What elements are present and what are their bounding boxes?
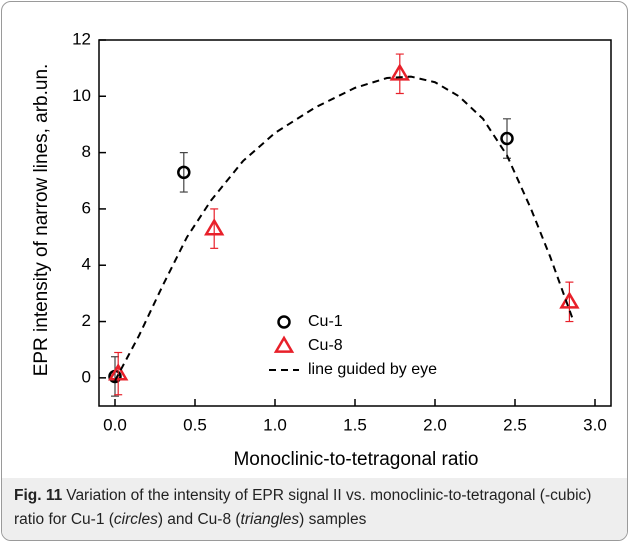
legend-label: Cu-1 [308,313,343,330]
y-tick-label: 10 [72,86,91,105]
data-point [108,363,129,381]
legend-label: line guided by eye [308,361,437,378]
x-tick-label: 2.0 [423,415,447,434]
chart: Monoclinic-to-tetragonal ratio EPR inten… [31,29,612,470]
y-tick-label: 8 [82,142,91,161]
caption-label: Fig. 11 [14,487,63,504]
x-axis-title: Monoclinic-to-tetragonal ratio [233,449,478,470]
legend-label: Cu-8 [308,337,343,354]
caption: Fig. 11 Variation of the intensity of EPR… [2,478,627,540]
x-tick-label: 1.5 [343,415,367,434]
caption-text: triangles [240,511,300,528]
caption-text: ) and Cu-8 ( [157,511,241,528]
y-tick-label: 4 [82,255,91,274]
guide-line [114,75,574,382]
x-tick-label: 0.0 [103,415,127,434]
data-point [204,218,225,236]
caption-text: Variation of the intensity of EPR signal… [14,487,592,528]
x-tick-label: 0.5 [183,415,207,434]
y-tick-label: 0 [82,367,91,386]
x-tick-label: 3.0 [583,415,607,434]
data-point [177,165,191,180]
y-tick-label: 12 [72,29,91,48]
y-axis-title: EPR intensity of narrow lines, arb.un. [31,64,52,377]
caption-text: circles [113,511,158,528]
y-tick-label: 6 [82,198,91,217]
legend-marker [277,315,291,329]
plot-frame [98,39,612,407]
y-tick-label: 2 [82,311,91,330]
x-tick-label: 1.0 [263,415,287,434]
data-point [500,131,514,146]
x-tick-label: 2.5 [503,415,527,434]
legend-marker [273,335,295,353]
caption-text: ) samples [299,511,367,528]
data-point [389,63,410,81]
